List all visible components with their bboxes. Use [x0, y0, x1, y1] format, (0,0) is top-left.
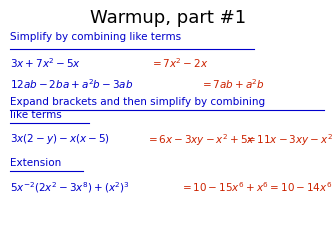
Text: Simplify by combining like terms: Simplify by combining like terms [10, 32, 181, 42]
Text: Expand brackets and then simplify by combining: Expand brackets and then simplify by com… [10, 97, 265, 107]
Text: $=7ab+a^2b$: $=7ab+a^2b$ [200, 77, 265, 91]
Text: Warmup, part #1: Warmup, part #1 [90, 9, 246, 27]
Text: $=6x-3xy-x^2+5x$: $=6x-3xy-x^2+5x$ [146, 132, 255, 148]
Text: $3x+7x^2-5x$: $3x+7x^2-5x$ [10, 57, 81, 71]
Text: $5x^{-2}\left(2x^2-3x^8\right)+\left(x^2\right)^3$: $5x^{-2}\left(2x^2-3x^8\right)+\left(x^2… [10, 180, 130, 195]
Text: $3x(2-y)-x(x-5)$: $3x(2-y)-x(x-5)$ [10, 132, 110, 146]
Text: $=11x-3xy-x^2$: $=11x-3xy-x^2$ [244, 132, 333, 148]
Text: Extension: Extension [10, 158, 61, 168]
Text: $=7x^2-2x$: $=7x^2-2x$ [150, 57, 208, 71]
Text: $=10-15x^6+x^6=10-14x^6$: $=10-15x^6+x^6=10-14x^6$ [180, 180, 332, 194]
Text: like terms: like terms [10, 110, 62, 120]
Text: $12ab-2ba+a^2b-3ab$: $12ab-2ba+a^2b-3ab$ [10, 77, 133, 91]
